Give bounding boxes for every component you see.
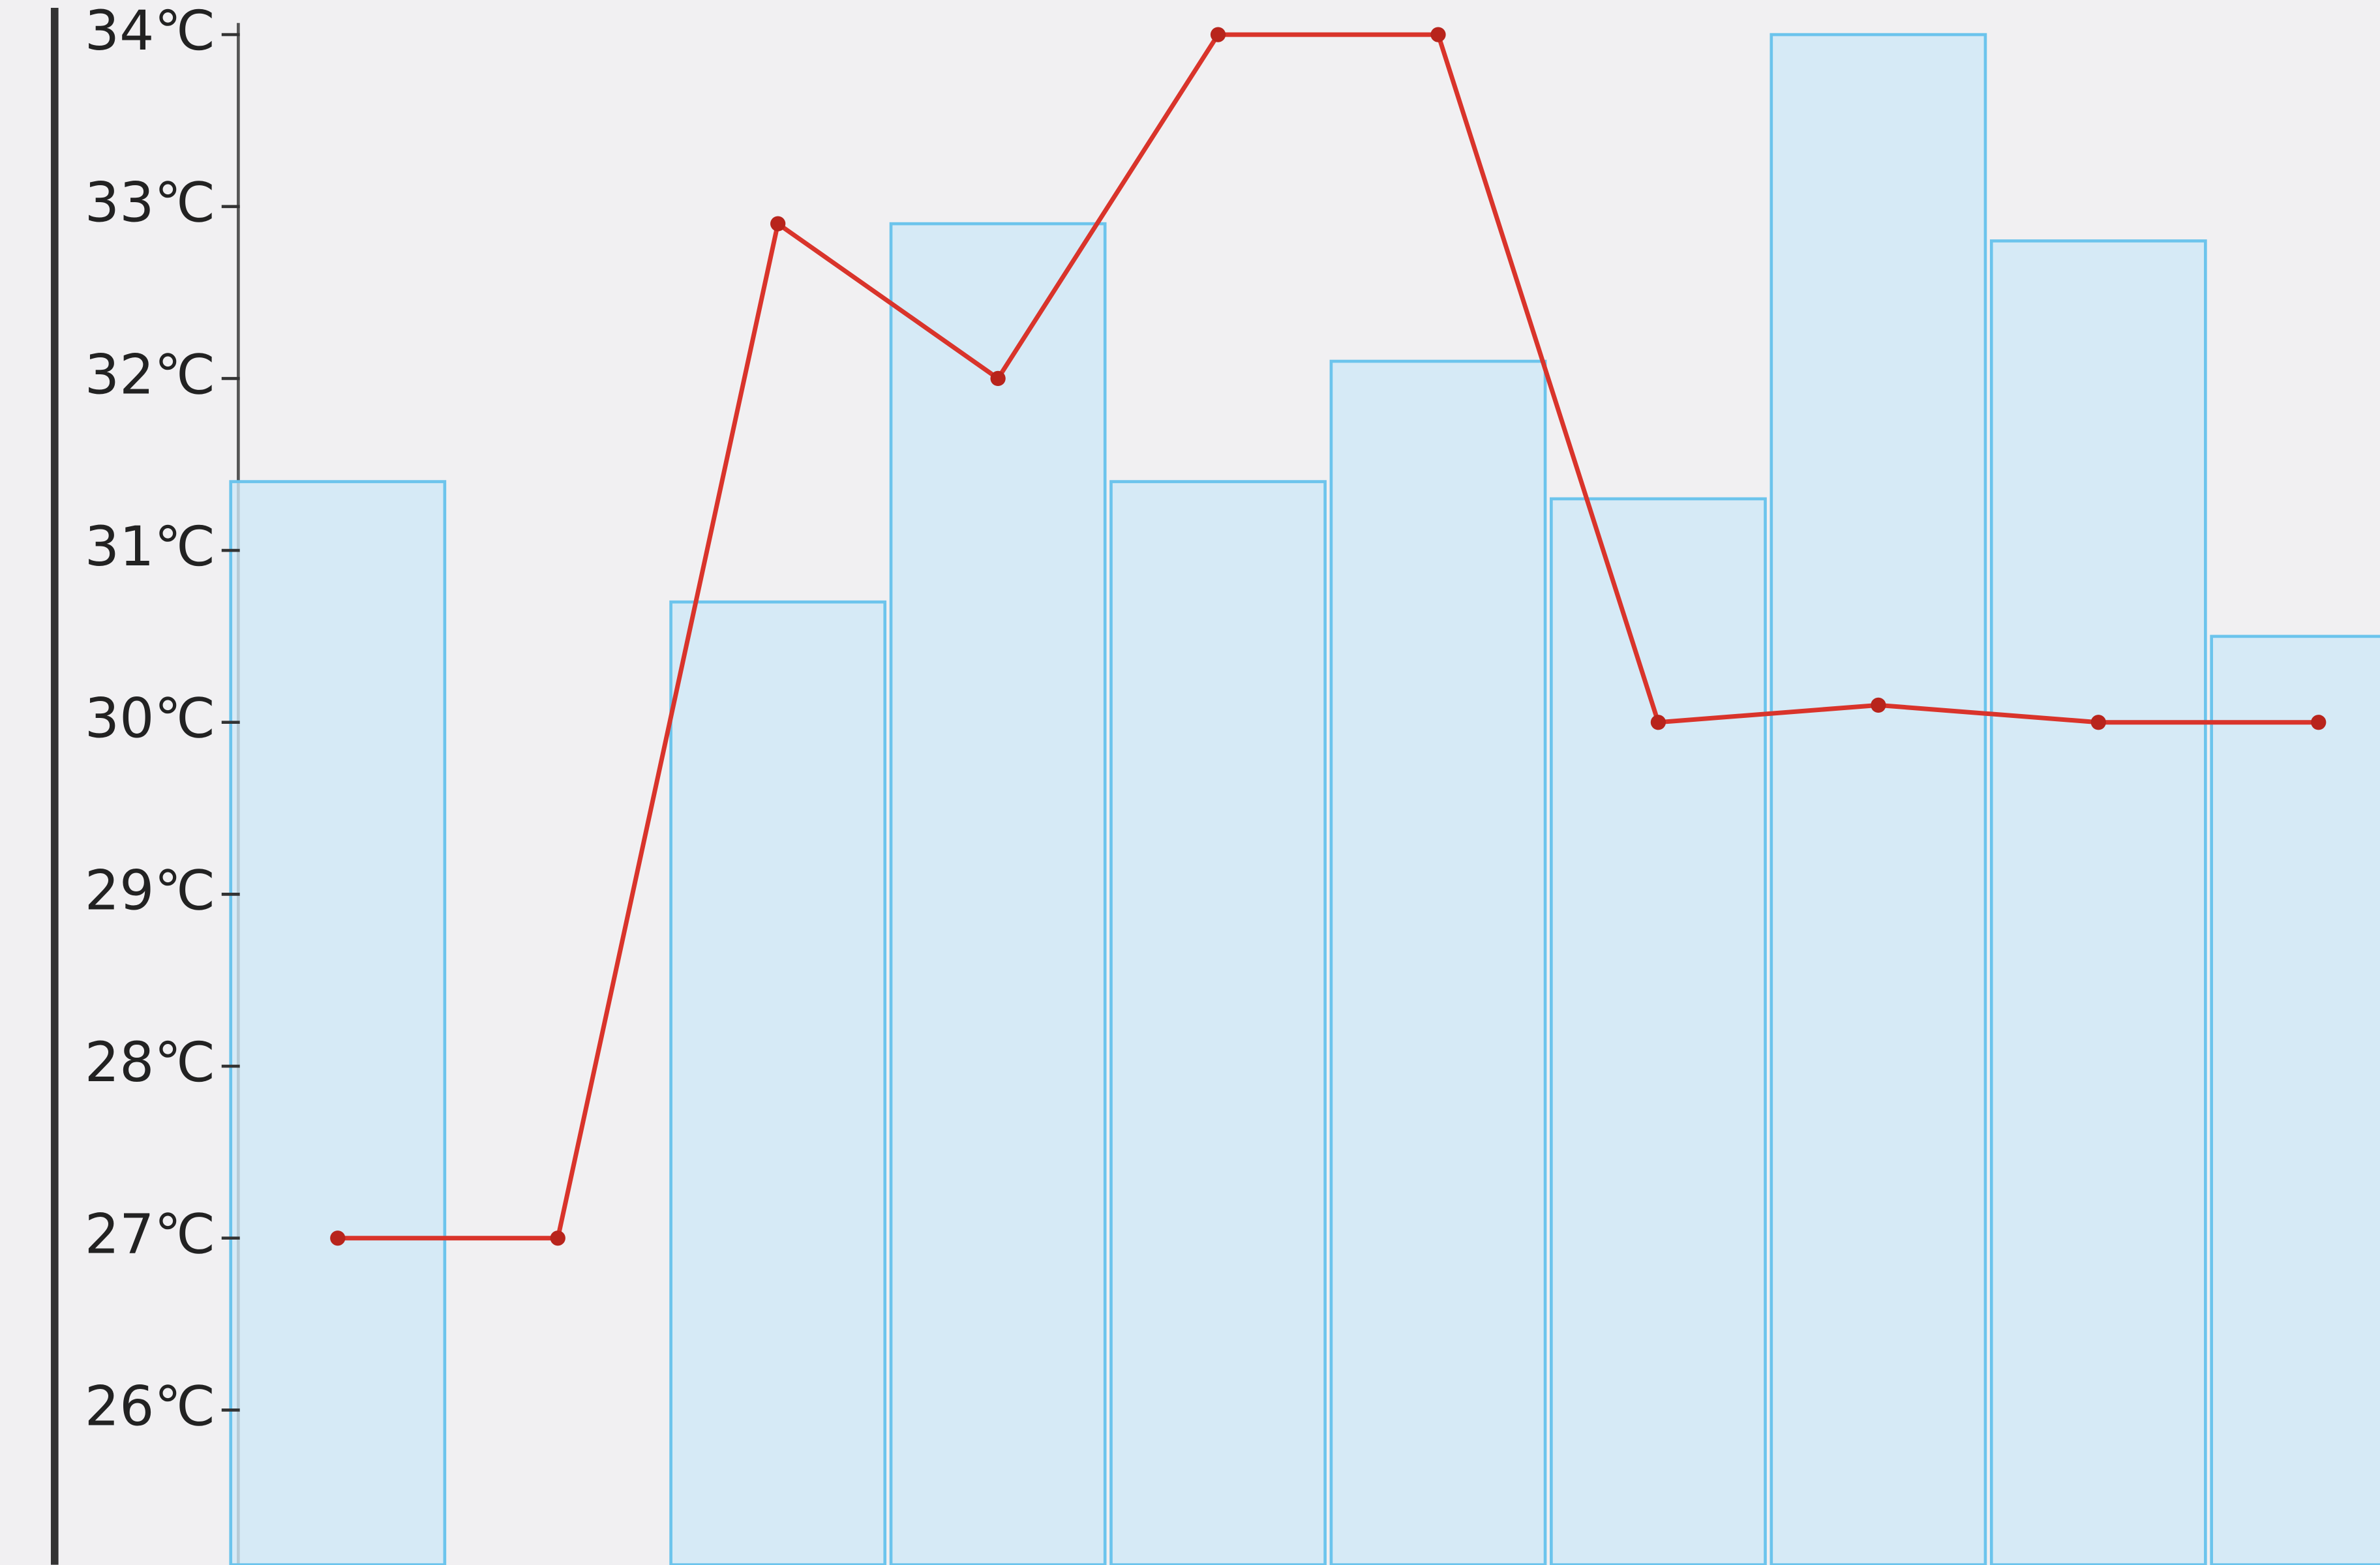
line-point [1210,27,1226,42]
y-tick-label: 29℃ [85,858,216,922]
bar [669,600,887,1565]
line-point [770,216,786,231]
bar [229,480,447,1565]
y-tick-label: 34℃ [85,0,216,63]
line-point [330,1230,346,1246]
y-tick-label: 28℃ [85,1030,216,1094]
y-tick-label: 33℃ [85,171,216,235]
line-point [2311,715,2327,730]
y-tick-label: 27℃ [85,1202,216,1266]
line-point [990,370,1006,387]
bar [1989,239,2207,1565]
y-tick-label: 32℃ [85,342,216,406]
bar [1109,480,1327,1565]
line-point [1650,715,1666,730]
line-point [2090,715,2106,730]
bar [1770,33,1987,1565]
y-tick-label: 26℃ [85,1374,216,1438]
line-point [550,1230,565,1246]
bar [1550,497,1767,1565]
bar [889,222,1107,1565]
bar [2210,634,2380,1565]
line-point [1430,27,1446,42]
y-tick-label: 31℃ [85,514,216,578]
line-point [1871,697,1886,713]
y-tick-label: 30℃ [85,687,216,751]
line [337,32,2319,1241]
bar [1329,359,1547,1565]
